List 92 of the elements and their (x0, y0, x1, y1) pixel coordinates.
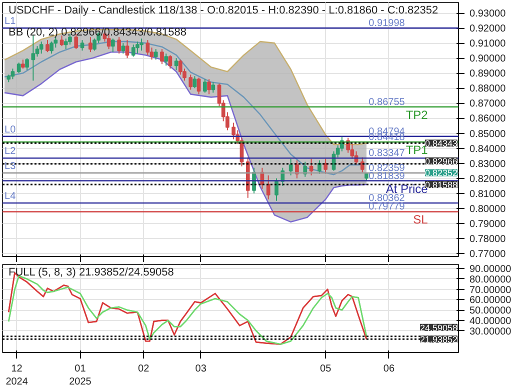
annotation: L3 (4, 160, 16, 172)
candlestick (266, 174, 270, 200)
text: BB (20, 2) 0.82966/0.84343/0.81588 (8, 26, 186, 38)
candlestick (60, 35, 64, 47)
ref-line-label: 0.83347 (368, 148, 406, 160)
candlestick (160, 48, 164, 65)
y-tick-label: 0.85000 (470, 128, 506, 140)
candlestick (154, 48, 158, 60)
candlestick (203, 78, 207, 94)
annotation: L2 (4, 146, 16, 158)
y-tick-label: 0.90000 (470, 54, 506, 65)
y-tick-label: 0.81000 (470, 188, 506, 200)
ref-line-label: 0.84343 (424, 138, 458, 149)
chart-title: FULL (5, 8, 3) 21.93852/24.59058 (8, 266, 174, 278)
candlestick (274, 178, 278, 202)
y-tick-label: 30.00000 (470, 326, 512, 338)
candlestick (146, 40, 150, 56)
annotation: L0 (4, 124, 16, 136)
candlestick (174, 58, 178, 71)
y-tick-label: 0.93000 (470, 8, 506, 20)
candlestick (117, 36, 121, 54)
ref-line-label: 0.82966 (424, 156, 458, 166)
y-tick-label: 0.92000 (470, 24, 506, 35)
candlestick (207, 78, 211, 95)
candlestick (121, 42, 126, 54)
annotation: L4 (4, 190, 16, 202)
candlestick (295, 160, 299, 179)
candlestick (80, 40, 84, 52)
candlestick (192, 76, 197, 89)
y-tick-label: 0.87000 (470, 98, 506, 110)
candlestick (39, 41, 44, 54)
candlestick (309, 158, 314, 176)
y-tick-label: 0.83000 (470, 158, 506, 170)
y-tick-label: 0.84000 (470, 144, 506, 155)
ref-line-label: 0.80362 (368, 192, 406, 204)
ref-line-label: 0.91998 (368, 18, 406, 30)
ref-line-label: 0.86755 (368, 96, 406, 108)
y-tick-label: 40.00000 (470, 316, 512, 327)
ref-line-label: 21.93852 (420, 334, 458, 345)
annotation: 0.82352 (424, 168, 458, 178)
candlestick (21, 59, 25, 70)
candlestick (16, 62, 21, 74)
candlestick (10, 68, 15, 80)
candlestick (110, 38, 115, 53)
ref-line-label: 24.59058 (420, 322, 458, 333)
candlestick (50, 41, 54, 54)
ref-line-label: 0.79779 (368, 202, 406, 213)
candlestick (46, 40, 50, 53)
candlestick (188, 74, 193, 90)
chart-title: USDCHF - Daily - Candlestick 118/138 - O:0.82015 - H:0.82390 - L:0.81860 - C:0.82352 (8, 4, 438, 16)
y-tick-label: 50.00000 (470, 306, 512, 317)
annotation: SL (413, 212, 428, 227)
x-tick-label: 02 (138, 364, 150, 374)
y-tick-label: 0.79000 (470, 218, 506, 230)
y-tick-label: 0.88000 (470, 84, 506, 95)
ref-line-label: 0.81839 (368, 170, 406, 182)
candlestick (288, 158, 293, 176)
y-tick-label: 0.77000 (470, 248, 506, 260)
y-tick-label: 70.00000 (470, 284, 512, 296)
candlestick (35, 46, 40, 58)
candlestick (196, 77, 201, 95)
annotation: TP2 (406, 108, 428, 122)
candlestick (318, 160, 322, 174)
x-tick-label: 03 (195, 364, 207, 374)
y-tick-label: 0.86000 (470, 114, 506, 125)
candlestick (136, 41, 140, 54)
candlestick (140, 38, 144, 52)
y-tick-label: 0.82000 (470, 174, 506, 185)
candlestick (125, 40, 130, 59)
x-tick-label: 01 2025 (69, 364, 92, 388)
candlestick (303, 161, 308, 178)
y-tick-label: 80.00000 (470, 274, 512, 286)
y-tick-label: 0.80000 (470, 204, 506, 215)
candlestick (232, 122, 236, 140)
x-tick-label: 06 (383, 364, 395, 374)
candlestick (131, 44, 136, 58)
y-tick-label: 0.89000 (470, 68, 506, 80)
y-tick-label: 0.91000 (470, 38, 506, 50)
candlestick (211, 82, 216, 94)
candlestick (88, 36, 92, 53)
annotation: L1 (4, 16, 16, 28)
candlestick (164, 53, 168, 66)
y-tick-label: 0.78000 (470, 234, 506, 245)
candlestick (168, 54, 172, 70)
candlestick (360, 156, 364, 173)
y-tick-label: 60.00000 (470, 295, 512, 306)
x-tick-label: 05 (320, 364, 332, 374)
y-tick-label: 90.00000 (470, 264, 512, 276)
candlestick (25, 58, 29, 71)
candlestick (64, 38, 68, 50)
candlestick (324, 158, 328, 174)
x-tick-label: 12 2024 (6, 364, 28, 388)
